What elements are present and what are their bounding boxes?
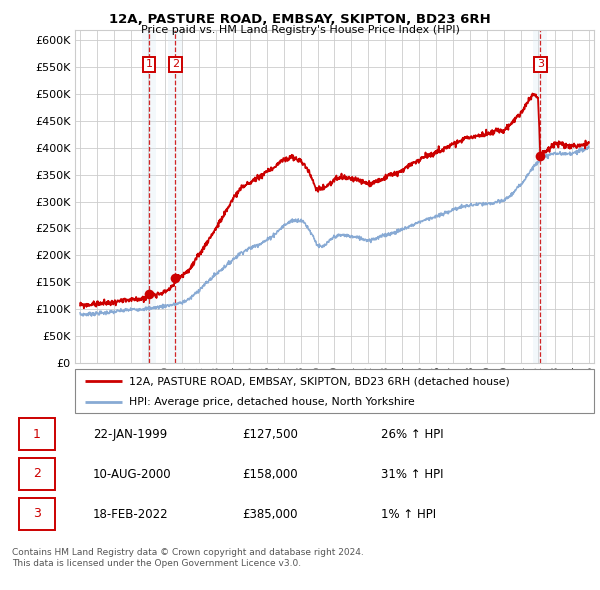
Bar (19, 458, 55, 490)
Text: 12A, PASTURE ROAD, EMBSAY, SKIPTON, BD23 6RH (detached house): 12A, PASTURE ROAD, EMBSAY, SKIPTON, BD23… (130, 376, 510, 386)
Text: HPI: Average price, detached house, North Yorkshire: HPI: Average price, detached house, Nort… (130, 397, 415, 407)
Text: Contains HM Land Registry data © Crown copyright and database right 2024.
This d: Contains HM Land Registry data © Crown c… (12, 548, 364, 568)
Text: £158,000: £158,000 (242, 468, 298, 481)
Bar (533, 30, 547, 363)
Text: 18-FEB-2022: 18-FEB-2022 (92, 508, 168, 521)
Text: 3: 3 (33, 507, 41, 520)
Bar (142, 30, 155, 363)
Text: 1: 1 (145, 60, 152, 70)
Text: £127,500: £127,500 (242, 428, 298, 441)
Text: 1: 1 (33, 428, 41, 441)
Text: £385,000: £385,000 (242, 508, 298, 521)
Text: 3: 3 (537, 60, 544, 70)
Bar (19, 497, 55, 530)
Text: 31% ↑ HPI: 31% ↑ HPI (380, 468, 443, 481)
Bar (169, 30, 182, 363)
Text: 12A, PASTURE ROAD, EMBSAY, SKIPTON, BD23 6RH: 12A, PASTURE ROAD, EMBSAY, SKIPTON, BD23… (109, 13, 491, 26)
Text: Price paid vs. HM Land Registry's House Price Index (HPI): Price paid vs. HM Land Registry's House … (140, 25, 460, 35)
Text: 22-JAN-1999: 22-JAN-1999 (92, 428, 167, 441)
Text: 2: 2 (33, 467, 41, 480)
Text: 10-AUG-2000: 10-AUG-2000 (92, 468, 171, 481)
Bar (19, 418, 55, 450)
Text: 2: 2 (172, 60, 179, 70)
Text: 26% ↑ HPI: 26% ↑ HPI (380, 428, 443, 441)
Text: 1% ↑ HPI: 1% ↑ HPI (380, 508, 436, 521)
